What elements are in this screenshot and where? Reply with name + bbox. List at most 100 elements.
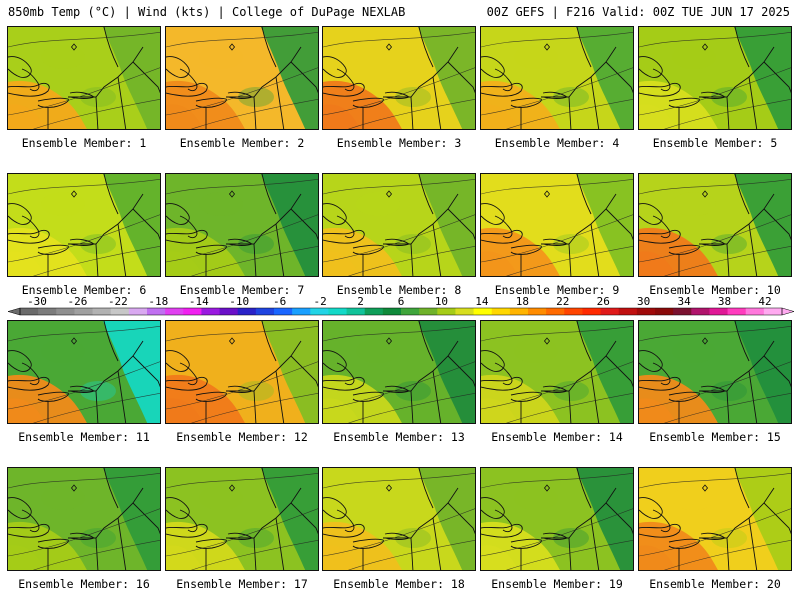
temperature-field-map xyxy=(8,468,160,570)
ensemble-map-panel xyxy=(7,467,161,571)
ensemble-map-panel xyxy=(7,26,161,130)
ensemble-map-panel xyxy=(480,26,634,130)
coastline-state-borders xyxy=(323,321,475,423)
ensemble-map-panel xyxy=(165,26,319,130)
colorbar-segment xyxy=(473,308,493,315)
coastline-state-borders xyxy=(166,321,318,423)
colorbar-segment xyxy=(128,308,148,315)
colorbar-segment xyxy=(709,308,729,315)
ensemble-map-panel xyxy=(638,467,792,571)
ensemble-member-label: Ensemble Member: 19 xyxy=(491,577,623,591)
ensemble-map-panel xyxy=(480,173,634,277)
colorbar-outline xyxy=(19,307,783,316)
colorbar-segment xyxy=(364,308,384,315)
colorbar-segment xyxy=(237,308,257,315)
colorbar-tick-label: -26 xyxy=(67,295,88,308)
temperature-field-map xyxy=(323,321,475,423)
ensemble-member-label: Ensemble Member: 8 xyxy=(336,283,462,297)
ensemble-member-label: Ensemble Member: 14 xyxy=(491,430,623,444)
coastline-state-borders xyxy=(639,468,791,570)
coastline-state-borders xyxy=(166,174,318,276)
colorbar-segment xyxy=(618,308,638,315)
station-marker-icon xyxy=(543,337,551,345)
colorbar-tick-label: 34 xyxy=(677,295,691,308)
run-valid-time: 00Z GEFS | F216 Valid: 00Z TUE JUN 17 20… xyxy=(486,5,790,19)
colorbar-segment xyxy=(274,308,293,315)
colorbar-segment xyxy=(328,308,348,315)
colorbar-segment xyxy=(727,308,747,315)
temperature-field-map xyxy=(323,27,475,129)
station-marker-icon xyxy=(701,337,709,345)
colorbar-segment xyxy=(255,308,275,315)
colorbar-tick-label: -14 xyxy=(188,295,209,308)
colorbar-right-arrow-icon xyxy=(781,307,795,316)
station-marker-icon xyxy=(228,337,236,345)
page-title: 850mb Temp (°C) | Wind (kts) | College o… xyxy=(8,5,406,19)
colorbar-segment xyxy=(110,308,130,315)
temperature-field-map xyxy=(8,174,160,276)
coastline-state-borders xyxy=(481,27,633,129)
wind-contours xyxy=(323,178,475,276)
station-marker-icon xyxy=(701,43,709,51)
colorbar-segment xyxy=(691,308,710,315)
wind-contours xyxy=(166,472,318,570)
colorbar-segment xyxy=(528,308,547,315)
colorbar-segment xyxy=(183,308,202,315)
ensemble-member-label: Ensemble Member: 20 xyxy=(649,577,781,591)
ensemble-map-panel xyxy=(322,467,476,571)
temperature-colorbar xyxy=(7,307,795,316)
wind-contours xyxy=(8,31,160,129)
ensemble-member-label: Ensemble Member: 11 xyxy=(18,430,150,444)
ensemble-member-label: Ensemble Member: 7 xyxy=(179,283,305,297)
colorbar-segment xyxy=(92,308,112,315)
ensemble-member-label: Ensemble Member: 1 xyxy=(21,136,147,150)
ensemble-map-panel xyxy=(322,320,476,424)
colorbar-tick-label: -22 xyxy=(107,295,128,308)
station-marker-icon xyxy=(385,484,393,492)
wind-contours xyxy=(323,325,475,423)
coastline-state-borders xyxy=(481,321,633,423)
station-marker-icon xyxy=(70,190,78,198)
station-marker-icon xyxy=(385,43,393,51)
colorbar-tick-label: 22 xyxy=(556,295,570,308)
temperature-field-map xyxy=(481,321,633,423)
ensemble-map-panel xyxy=(322,173,476,277)
colorbar-segment xyxy=(763,308,783,315)
wind-contours xyxy=(166,178,318,276)
temperature-field-map xyxy=(323,174,475,276)
colorbar-segment xyxy=(165,308,184,315)
wind-contours xyxy=(166,31,318,129)
ensemble-member-label: Ensemble Member: 10 xyxy=(649,283,781,297)
colorbar-segment xyxy=(310,308,329,315)
coastline-state-borders xyxy=(323,468,475,570)
temperature-field-map xyxy=(323,468,475,570)
ensemble-map-panel xyxy=(7,320,161,424)
temperature-field-map xyxy=(8,27,160,129)
colorbar-tick-label: 38 xyxy=(717,295,732,308)
colorbar-tick-label: 6 xyxy=(397,295,405,308)
temperature-field-map xyxy=(166,321,318,423)
station-marker-icon xyxy=(228,43,236,51)
colorbar-segment xyxy=(600,308,620,315)
wind-contours xyxy=(481,178,633,276)
station-marker-icon xyxy=(70,43,78,51)
ensemble-member-label: Ensemble Member: 16 xyxy=(18,577,150,591)
ensemble-map-panel xyxy=(165,320,319,424)
colorbar-segment xyxy=(201,308,221,315)
ensemble-map-panel xyxy=(7,173,161,277)
station-marker-icon xyxy=(543,484,551,492)
ensemble-map-panel xyxy=(165,173,319,277)
colorbar-tick-label: -10 xyxy=(229,295,250,308)
colorbar-segment xyxy=(419,308,438,315)
temperature-field-map xyxy=(639,27,791,129)
colorbar-tick-label: -30 xyxy=(27,295,47,308)
colorbar-tick-label: 10 xyxy=(434,295,449,308)
colorbar-tick-label: -6 xyxy=(273,295,287,308)
ensemble-member-label: Ensemble Member: 15 xyxy=(649,430,781,444)
ensemble-member-label: Ensemble Member: 2 xyxy=(179,136,305,150)
wind-contours xyxy=(639,31,791,129)
wind-contours xyxy=(481,325,633,423)
colorbar-tick-label: 26 xyxy=(596,295,610,308)
colorbar-segment xyxy=(636,308,656,315)
ensemble-member-label: Ensemble Member: 3 xyxy=(336,136,462,150)
